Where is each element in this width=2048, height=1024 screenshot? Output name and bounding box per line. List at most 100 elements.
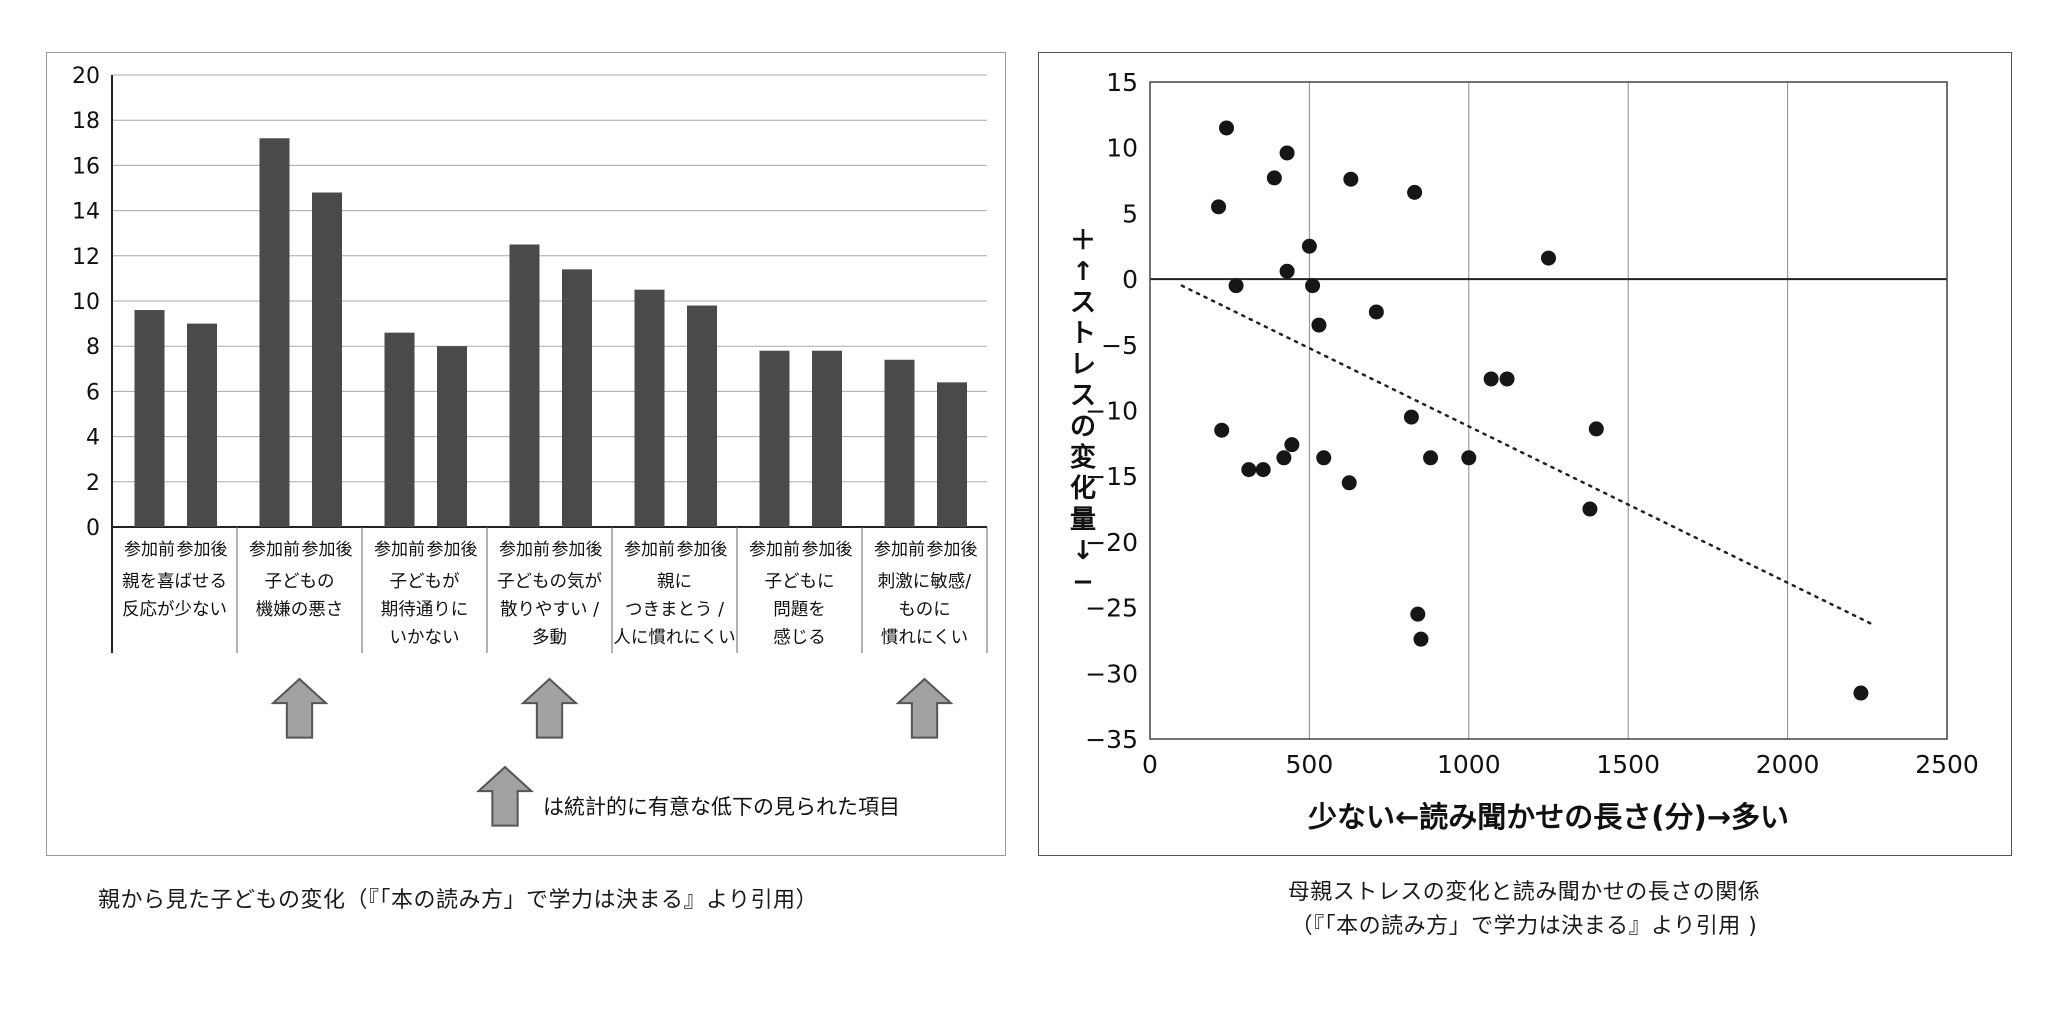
y-tick-label: 2 [86,471,100,496]
scatter-plot-caption: 母親ストレスの変化と読み聞かせの長さの関係 （『「本の読み方」で学力は決まる』よ… [1038,876,2010,944]
y-tick-label: 6 [86,380,100,405]
y-tick-label: −30 [1085,659,1138,688]
scatter-caption-line1: 母親ストレスの変化と読み聞かせの長さの関係 [1287,880,1761,905]
x-tick-label: 0 [1142,750,1158,779]
bar-sublabel: 参加前 [499,540,550,560]
y-axis-title-char: レ [1070,350,1096,380]
scatter-plot: 0 500 1000 1500 2000 2500 15 10 5 0 −5 −10 −15 −20 −25… [1070,68,1979,834]
y-tick-label: 20 [72,64,100,89]
significant-up-arrow-icon [270,677,329,739]
category-label: 子どもが [390,572,460,592]
y-tick-label: 18 [72,109,100,134]
scatter-caption-line2: （『「本の読み方」で学力は決まる』より引用 ) [1290,914,1758,939]
category-label: いかない [390,628,460,648]
bar-sublabel: 参加前 [374,540,425,560]
category-label: 親を喜ばせる [122,572,227,592]
y-tick-label: 0 [86,516,100,541]
legend-up-arrow-icon [475,765,535,827]
data-point [1403,409,1419,425]
bar-参加前 [759,350,790,527]
y-axis-title-char: − [1072,567,1094,597]
data-point [1582,501,1598,517]
y-tick-label: 15 [1106,68,1138,97]
bar-sublabel: 参加前 [749,540,800,560]
y-axis-title-char: ↑ [1072,257,1094,287]
bar-sublabel: 参加前 [124,540,175,560]
y-tick-label: 10 [1106,134,1138,163]
category-label: 人に慣れにくい [613,628,735,648]
data-point [1410,606,1426,622]
bar-参加後 [437,346,467,527]
data-point [1211,199,1227,215]
y-axis-title-char: 量 [1070,505,1096,535]
category-label: つきまとう / [625,600,724,620]
significant-up-arrow-icon [520,677,579,739]
bar-sublabel: 参加後 [427,540,478,560]
bar-sublabel: 参加前 [249,540,300,560]
bar-参加前 [384,332,415,527]
y-tick-label: 12 [72,245,100,270]
y-axis-title-char: ス [1070,381,1096,411]
y-tick-label: 10 [72,290,100,315]
bar-参加後 [562,269,592,527]
data-point [1255,462,1271,478]
category-label: 子どもに [765,572,835,592]
x-tick-label: 1500 [1596,750,1660,779]
data-point [1499,371,1515,387]
data-point [1279,263,1295,279]
bar-sublabel: 参加後 [927,540,978,560]
data-point [1214,422,1230,438]
y-axis-title-char: ↓ [1072,536,1094,566]
data-point [1407,184,1423,200]
bar-sublabel: 参加後 [552,540,603,560]
bar-参加後 [812,350,842,527]
bar-sublabel: 参加後 [677,540,728,560]
data-point [1284,437,1300,453]
bar-chart-caption: 親から見た子どもの変化（『「本の読み方」で学力は決まる』より引用） [98,888,819,913]
x-tick-label: 1000 [1437,750,1501,779]
y-tick-label: −20 [1085,528,1138,557]
category-label: 多動 [532,628,567,648]
x-axis-title: 少ない←読み聞かせの長さ(分)→多い [1308,800,1789,834]
bar-sublabel: 参加前 [874,540,925,560]
data-point [1541,250,1556,266]
plot-border [1149,81,1948,740]
bar-参加後 [687,305,717,527]
y-axis-title-char: ＋ [1070,226,1096,256]
y-tick-label: −15 [1085,462,1138,491]
y-tick-label: −25 [1085,594,1138,623]
bar-参加前 [634,289,665,527]
bar-chart-figure: 0 2 4 6 8 10 12 14 16 18 20 参加前 参加後 親を喜ばせる 反応が少ない 参加前 参加… [46,52,1006,856]
y-tick-label: −5 [1101,331,1138,360]
legend-note: は統計的に有意な低下の見られた項目 [543,795,900,819]
data-point [1276,450,1292,466]
data-point [1266,170,1282,186]
y-tick-label: 4 [86,426,100,451]
trend-line [1180,284,1872,625]
data-point [1279,145,1295,161]
bar-参加後 [187,323,217,527]
x-tick-label: 2000 [1756,750,1820,779]
y-tick-label: 14 [72,200,100,225]
category-label: ものに [898,600,951,620]
category-label: 散りやすい / [500,600,599,620]
data-point [1588,421,1604,437]
category-label: 感じる [773,628,826,648]
bar-参加後 [937,382,967,527]
y-axis-title-char: の [1070,412,1096,442]
y-axis-title-char: 変 [1070,442,1096,473]
bar-sublabel: 参加前 [624,540,675,560]
category-label: 反応が少ない [122,600,227,620]
category-label: 機嫌の悪さ [256,600,344,620]
scatter-plot-figure: 0 500 1000 1500 2000 2500 15 10 5 0 −5 −10 −15 −20 −25… [1038,52,2012,856]
y-tick-label: 8 [86,335,100,360]
bar-sublabel: 参加後 [802,540,853,560]
x-tick-label: 2500 [1915,750,1979,779]
category-label: 親に [657,572,692,592]
category-label: 刺激に敏感/ [878,572,971,592]
y-tick-label: 5 [1122,199,1138,228]
category-label: 子どもの [265,572,335,592]
data-point [1219,120,1235,136]
